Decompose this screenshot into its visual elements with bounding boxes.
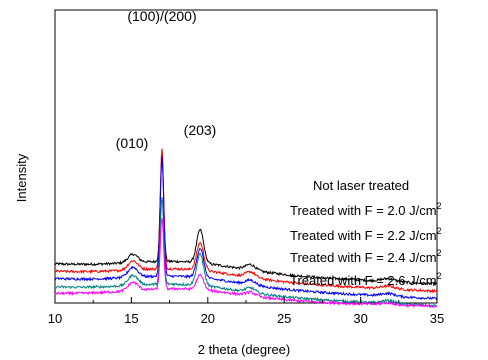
x-tick-label: 30 — [353, 311, 367, 326]
series-label: Treated with F = 2.0 J/cm2 — [290, 201, 442, 218]
peak-annotation: (203) — [184, 122, 217, 138]
series-layer — [54, 148, 438, 309]
x-tick-label: 15 — [124, 311, 138, 326]
series-label: Not laser treated — [313, 178, 409, 193]
series-label: Treated with F = 2.4 J/cm2 — [290, 248, 442, 265]
series-line — [54, 218, 438, 309]
peak-annotation: (010) — [116, 135, 149, 151]
x-tick-label: 25 — [277, 311, 291, 326]
series-line — [54, 159, 438, 287]
annotations: Not laser treated Treated with F = 2.0 J/… — [116, 8, 442, 288]
x-axis-label: 2 theta (degree) — [198, 342, 291, 357]
series-label: Treated with F = 2.6 J/cm2 — [290, 271, 442, 288]
x-tick-label: 20 — [201, 311, 215, 326]
series-line — [54, 197, 438, 308]
series-line — [54, 155, 438, 301]
peak-annotation: (100)/(200) — [127, 8, 196, 24]
x-tick-label: 10 — [48, 311, 62, 326]
x-axis: 10 15 20 25 30 35 — [48, 297, 444, 326]
x-tick-label: 35 — [430, 311, 444, 326]
series-label: Treated with F = 2.2 J/cm2 — [290, 226, 442, 243]
series-line — [54, 148, 438, 294]
y-axis-label: Intensity — [14, 153, 29, 202]
